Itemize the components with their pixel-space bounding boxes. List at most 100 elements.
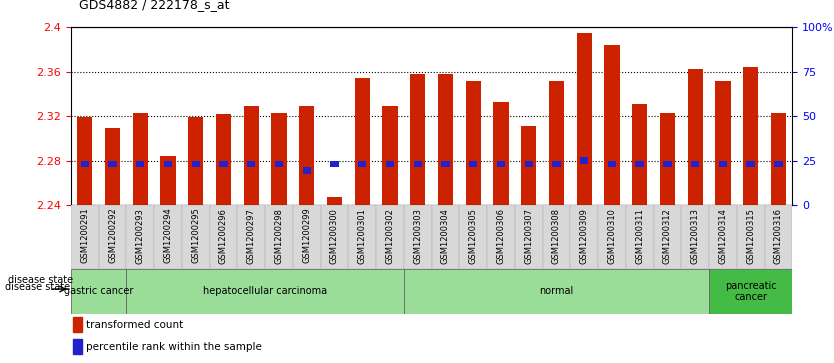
Bar [320,205,349,269]
Bar [552,160,560,167]
Bar [182,205,209,269]
Bar [382,106,398,205]
Text: GSM1200296: GSM1200296 [219,208,228,264]
Bar [274,160,284,167]
Text: GSM1200297: GSM1200297 [247,208,256,264]
Bar [98,205,127,269]
Bar [77,117,93,205]
Text: gastric cancer: gastric cancer [64,286,133,296]
Bar [469,160,477,167]
Text: GSM1200310: GSM1200310 [607,208,616,264]
Text: disease state: disease state [5,282,70,292]
Bar [209,205,238,269]
Text: GSM1200298: GSM1200298 [274,208,284,264]
Bar [487,205,515,269]
Text: GSM1200303: GSM1200303 [413,208,422,264]
Bar [709,205,736,269]
Bar [386,160,394,167]
Bar [716,81,731,205]
Text: GSM1200300: GSM1200300 [330,208,339,264]
Bar [438,74,453,205]
Text: GSM1200307: GSM1200307 [525,208,533,264]
Text: GSM1200315: GSM1200315 [746,208,755,264]
Bar [681,205,709,269]
Bar [73,317,82,332]
Bar [404,205,432,269]
Bar [265,205,293,269]
Bar [626,205,654,269]
Bar [580,157,589,164]
Bar [494,102,509,205]
Bar [746,160,755,167]
Bar [81,160,89,167]
Bar [660,113,675,205]
Bar [765,205,792,269]
Bar [154,205,182,269]
Text: GSM1200312: GSM1200312 [663,208,672,264]
Text: percentile rank within the sample: percentile rank within the sample [87,342,262,352]
Bar [244,106,259,205]
Bar [441,160,450,167]
Text: GSM1200293: GSM1200293 [136,208,145,264]
Bar [543,205,570,269]
Bar [605,45,620,205]
Bar [108,160,117,167]
Text: GSM1200299: GSM1200299 [302,208,311,264]
Bar [247,160,255,167]
Text: disease state: disease state [8,275,73,285]
Bar [691,160,700,167]
Bar [736,205,765,269]
Bar [299,106,314,205]
Text: hepatocellular carcinoma: hepatocellular carcinoma [203,286,327,296]
Bar [525,160,533,167]
Bar [216,114,231,205]
Bar [133,113,148,205]
Bar [570,205,598,269]
Text: GDS4882 / 222178_s_at: GDS4882 / 222178_s_at [79,0,229,11]
Bar [663,160,671,167]
Text: pancreatic
cancer: pancreatic cancer [725,281,776,302]
Bar [636,160,644,167]
Bar [293,205,320,269]
Text: transformed count: transformed count [87,320,183,330]
Bar [719,160,727,167]
Text: GSM1200302: GSM1200302 [385,208,394,264]
Bar [238,205,265,269]
Bar [105,129,120,205]
Bar [354,78,369,205]
Bar [598,205,626,269]
Text: GSM1200291: GSM1200291 [80,208,89,264]
Text: GSM1200316: GSM1200316 [774,208,783,264]
Bar [73,339,82,354]
Bar [188,117,203,205]
Bar [687,69,703,205]
Bar [743,67,758,205]
Bar [771,113,786,205]
Bar [654,205,681,269]
Bar [460,205,487,269]
Text: GSM1200306: GSM1200306 [496,208,505,264]
Text: GSM1200304: GSM1200304 [441,208,450,264]
Bar [521,126,536,205]
Text: GSM1200292: GSM1200292 [108,208,117,264]
Bar [219,160,228,167]
Bar [410,74,425,205]
Bar [163,160,172,167]
Text: GSM1200314: GSM1200314 [718,208,727,264]
Text: GSM1200301: GSM1200301 [358,208,367,264]
Bar [127,269,404,314]
Bar [515,205,543,269]
Bar [465,81,481,205]
Bar [576,33,592,205]
Bar [71,205,98,269]
Bar [349,205,376,269]
Bar [376,205,404,269]
Bar [709,269,792,314]
Bar [71,269,127,314]
Text: GSM1200313: GSM1200313 [691,208,700,264]
Text: normal: normal [540,286,574,296]
Bar [358,160,366,167]
Bar [303,167,311,174]
Bar [136,160,144,167]
Bar [327,197,342,205]
